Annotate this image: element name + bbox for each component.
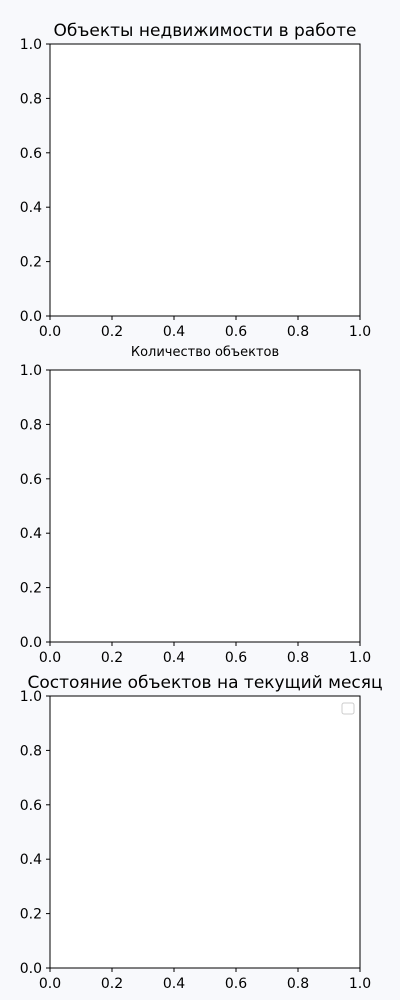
chart-1-x-ticks: 0.0 0.2 0.4 0.6 0.8 1.0 [39, 316, 371, 340]
chart-2-y-tick-label: 0.0 [20, 635, 42, 651]
chart-1-x-tick-label: 0.2 [101, 324, 123, 340]
chart-3-x-tick-label: 0.0 [39, 976, 61, 992]
chart-2-x-tick-label: 0.0 [39, 650, 61, 666]
chart-1-x-axis-label: Количество объектов [131, 345, 279, 360]
chart-2-y-tick-label: 0.2 [20, 581, 42, 597]
chart-1-x-tick-label: 1.0 [349, 324, 371, 340]
chart-1-y-tick-label: 0.4 [20, 200, 42, 216]
chart-2-x-tick-label: 0.4 [163, 650, 185, 666]
chart-2-y-tick-label: 0.8 [20, 417, 42, 433]
chart-2-x-tick-label: 0.8 [287, 650, 309, 666]
chart-3-y-ticks: 0.0 0.2 0.4 0.6 0.8 1.0 [20, 689, 50, 977]
chart-3-y-tick-label: 0.2 [20, 907, 42, 923]
chart-1-y-tick-label: 1.0 [20, 37, 42, 53]
chart-3-x-tick-label: 0.4 [163, 976, 185, 992]
chart-2-y-tick-label: 0.6 [20, 472, 42, 488]
chart-panel-3: Состояние объектов на текущий месяц 0.0 0… [20, 673, 383, 992]
chart-3-legend-box [341, 702, 355, 715]
chart-1-y-tick-label: 0.0 [20, 309, 42, 325]
chart-2-y-ticks: 0.0 0.2 0.4 0.6 0.8 1.0 [20, 363, 50, 651]
chart-1-x-tick-label: 0.8 [287, 324, 309, 340]
chart-2-x-tick-label: 0.6 [225, 650, 247, 666]
chart-3-y-tick-label: 0.4 [20, 852, 42, 868]
chart-1-y-tick-label: 0.8 [20, 91, 42, 107]
chart-2-axes [49, 369, 361, 643]
chart-panel-2: 0.0 0.2 0.4 0.6 0.8 1.0 0.0 0.2 0.4 0.6 0.8 1.0 [20, 363, 371, 666]
chart-1-y-ticks: 0.0 0.2 0.4 0.6 0.8 1.0 [20, 37, 50, 325]
chart-3-y-tick-label: 0.0 [20, 961, 42, 977]
chart-1-x-tick-label: 0.6 [225, 324, 247, 340]
chart-1-title: Объекты недвижимости в работе [54, 21, 357, 41]
chart-2-x-tick-label: 1.0 [349, 650, 371, 666]
chart-3-title: Состояние объектов на текущий месяц [27, 673, 382, 693]
chart-3-y-tick-label: 0.8 [20, 743, 42, 759]
chart-1-x-tick-label: 0.4 [163, 324, 185, 340]
chart-3-x-tick-label: 0.2 [101, 976, 123, 992]
chart-3-axes [49, 695, 361, 969]
chart-2-y-tick-label: 1.0 [20, 363, 42, 379]
chart-panel-1: Объекты недвижимости в работе 0.0 0.2 0.4 0… [20, 21, 371, 360]
chart-2-y-tick-label: 0.4 [20, 526, 42, 542]
chart-1-y-tick-label: 0.6 [20, 146, 42, 162]
chart-3-y-tick-label: 0.6 [20, 798, 42, 814]
chart-1-x-tick-label: 0.0 [39, 324, 61, 340]
chart-3-x-ticks: 0.0 0.2 0.4 0.6 0.8 1.0 [39, 968, 371, 992]
chart-2-x-ticks: 0.0 0.2 0.4 0.6 0.8 1.0 [39, 642, 371, 666]
chart-1-y-tick-label: 0.2 [20, 255, 42, 271]
chart-3-y-tick-label: 1.0 [20, 689, 42, 705]
chart-1-axes [49, 43, 361, 317]
chart-2-x-tick-label: 0.2 [101, 650, 123, 666]
chart-3-x-tick-label: 0.8 [287, 976, 309, 992]
chart-3-x-tick-label: 1.0 [349, 976, 371, 992]
chart-3-x-tick-label: 0.6 [225, 976, 247, 992]
